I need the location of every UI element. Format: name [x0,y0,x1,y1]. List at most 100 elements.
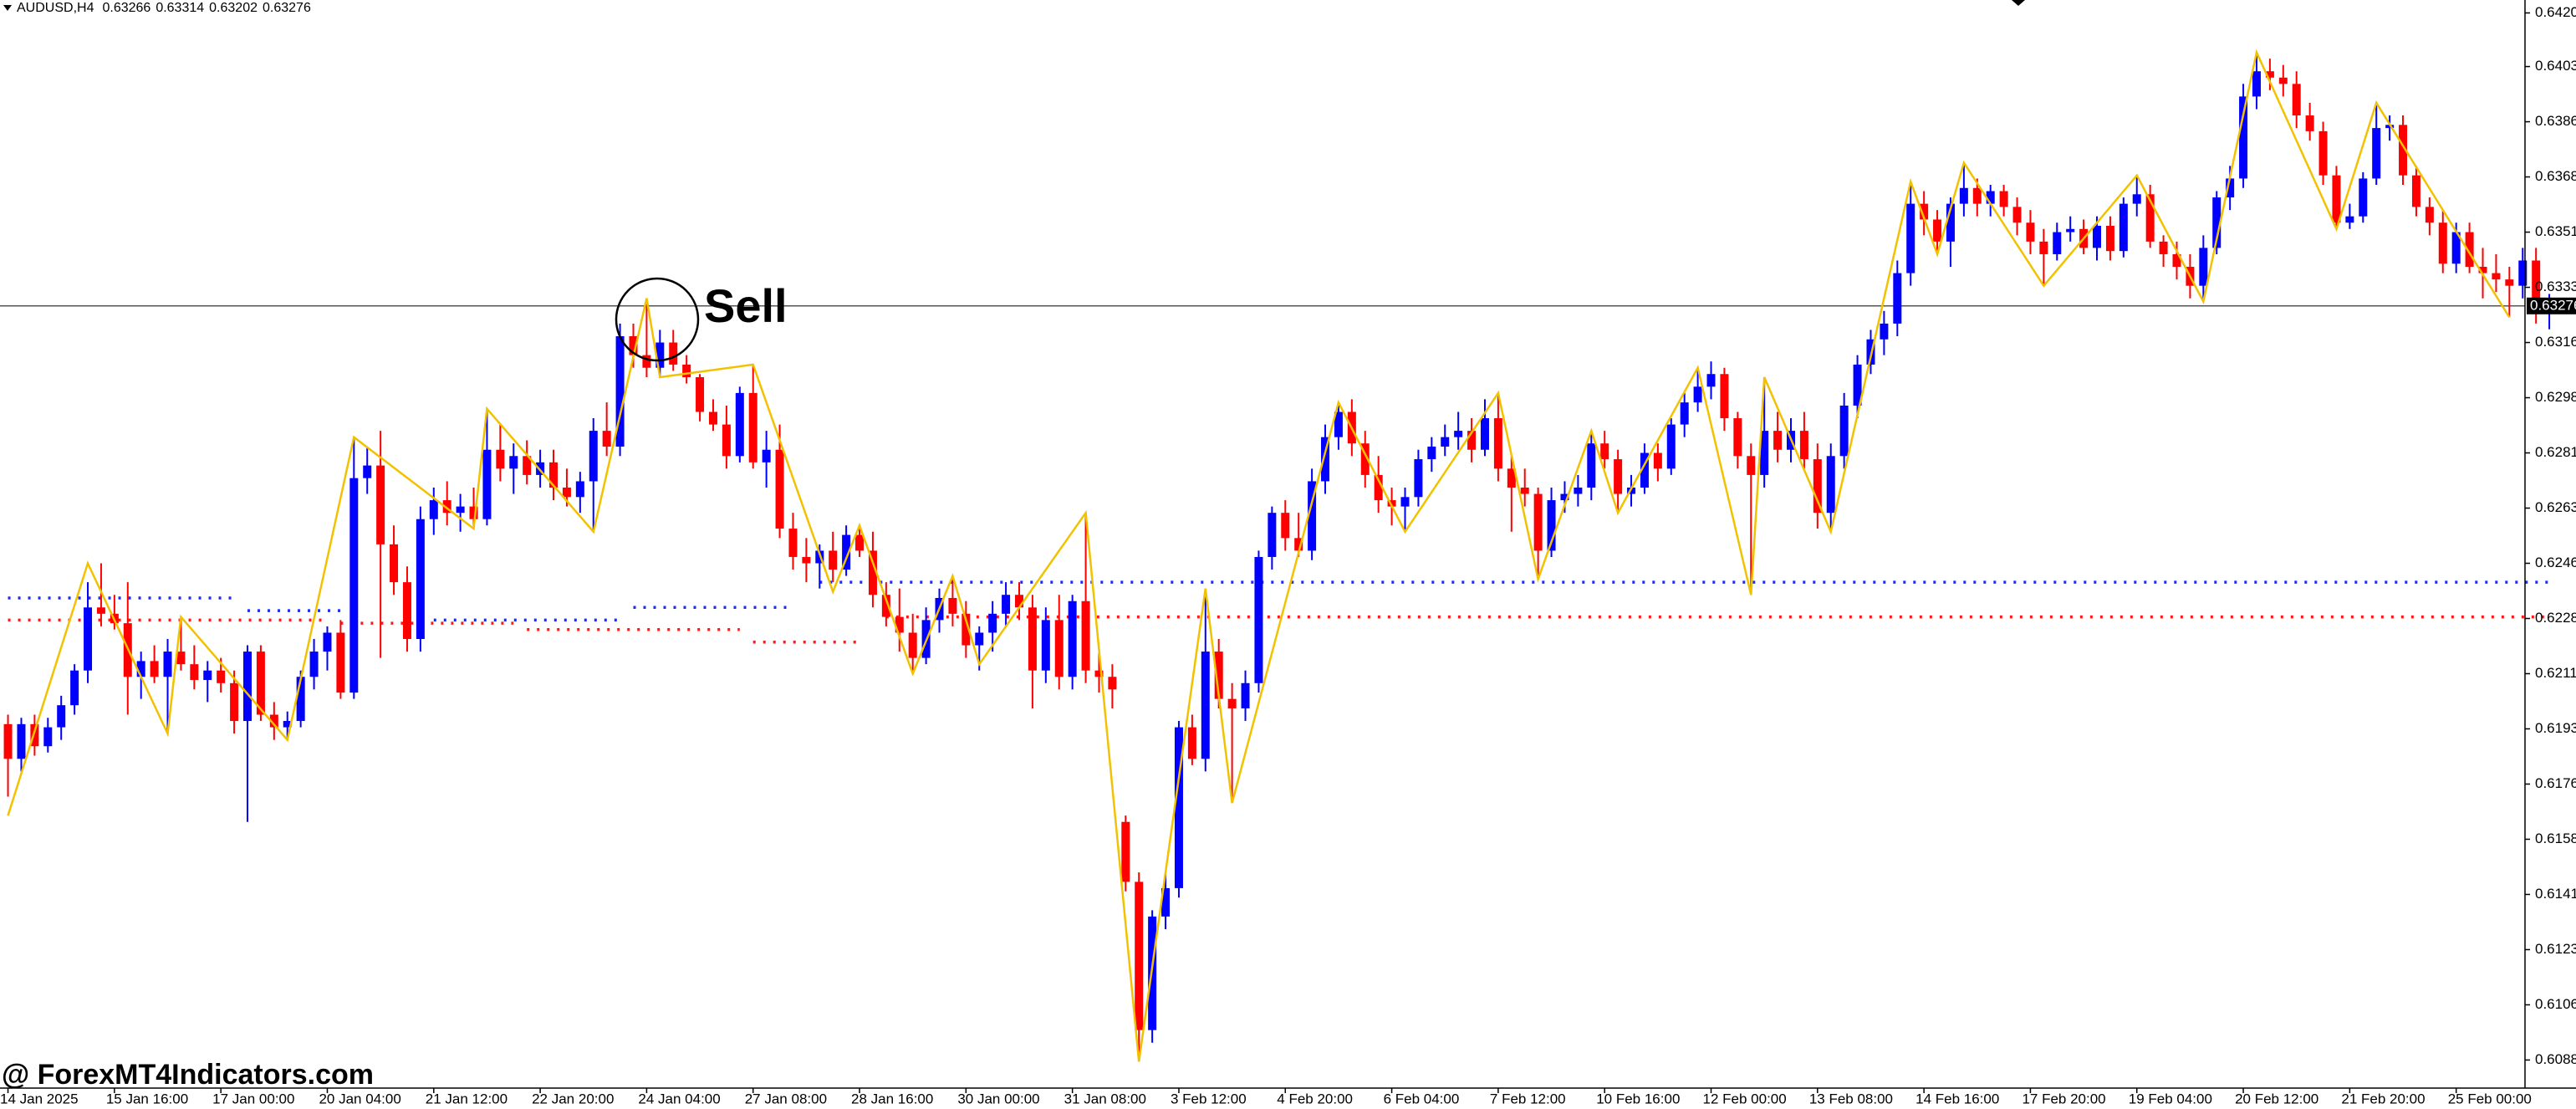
candle-body [1268,513,1277,557]
x-tick-label: 6 Feb 04:00 [1384,1091,1460,1106]
candle-body [349,478,359,693]
candle-body [70,670,79,706]
candle-body [1214,652,1223,699]
x-tick-label: 14 Feb 16:00 [1915,1091,1999,1106]
candle-body [988,613,997,633]
x-tick-label: 31 Jan 08:00 [1064,1091,1146,1106]
candle-body [2039,241,2048,254]
candle-body [762,449,771,463]
header-low: 0.63202 [209,1,258,15]
x-tick-label: 12 Feb 00:00 [1703,1091,1787,1106]
y-tick-label: 0.61235 [2535,941,2576,957]
candle-body [2465,232,2474,268]
candle-body [1760,431,1769,475]
candle-body [602,431,611,447]
candle-body [1574,487,1583,494]
candle-body [203,670,212,681]
candle-body [829,550,838,570]
candle-body [1853,364,1862,406]
candle-body [842,534,851,570]
candle-body [682,364,691,378]
candle-body [1547,500,1556,551]
candle-body [363,465,372,478]
watermark: @ ForexMT4Indicators.com [2,1059,374,1091]
candle-body [190,664,199,681]
x-tick-label: 24 Jan 04:00 [638,1091,720,1106]
candle-body [482,449,492,519]
x-tick-label: 7 Feb 12:00 [1490,1091,1566,1106]
x-tick-label: 15 Jan 16:00 [106,1091,188,1106]
candle-body [1121,821,1130,882]
candle-body [163,652,172,677]
candle-body [629,335,638,355]
candle-body [1893,273,1902,324]
candle-body [2252,71,2261,97]
candle-body [1002,595,1011,614]
candle-body [2265,71,2274,78]
candle-body [1826,456,1835,514]
candle-body [1813,459,1822,514]
candle-body [1773,431,1783,450]
y-tick-label: 0.62285 [2535,610,2576,626]
candle-body [1480,418,1489,450]
y-tick-label: 0.61935 [2535,720,2576,736]
top-marker [2012,0,2025,6]
candle-body [2505,279,2514,286]
candle-body [2026,222,2035,242]
candle-body [2425,207,2434,223]
candle-body [1587,443,1596,488]
candle-body [1533,493,1543,551]
candle-body [1081,600,1090,671]
y-tick-label: 0.62985 [2535,389,2576,405]
candle-body [868,550,877,595]
candle-body [2332,175,2341,223]
candle-body [1600,443,1609,460]
x-tick-label: 21 Jan 12:00 [426,1091,508,1106]
candle-body [642,355,651,368]
candle-body [1427,446,1436,460]
candle-body [17,723,26,759]
candle-body [2478,267,2487,273]
candle-body [2438,222,2447,264]
candle-body [1054,620,1064,677]
candle-body [150,661,159,677]
candle-body [1400,497,1410,507]
candle-body [2012,207,2022,223]
candle-body [2451,232,2461,264]
x-tick-label: 25 Feb 00:00 [2448,1091,2532,1106]
candle-body [1972,187,1982,204]
candle-body [655,342,665,368]
header-text: AUDUSD,H4 0.63266 0.63314 0.63202 0.63276 [17,1,311,15]
candle-body [2199,248,2208,286]
y-tick-label: 0.62635 [2535,499,2576,515]
candle-body [1028,607,1037,671]
candle-body [975,632,984,646]
x-tick-label: 17 Jan 00:00 [212,1091,294,1106]
candle-body [1747,456,1756,475]
y-tick-label: 0.63685 [2535,168,2576,184]
candle-body [217,670,226,683]
candle-body [1693,386,1702,403]
candle-body [2066,228,2075,233]
candle-body [948,597,957,614]
candle-body [1041,620,1050,671]
candle-body [2093,226,2102,248]
candle-body [1507,468,1516,488]
candle-body [43,727,53,747]
candle-body [1614,459,1623,494]
candle-body [1414,459,1423,498]
candle-body [376,465,385,544]
candle-body [84,607,93,671]
candle-body [2359,178,2368,217]
candle-body [1999,191,2008,207]
candle-body [1520,487,1529,494]
candle-body [429,500,438,519]
candle-body [1933,219,1942,242]
candle-body [1241,682,1250,708]
